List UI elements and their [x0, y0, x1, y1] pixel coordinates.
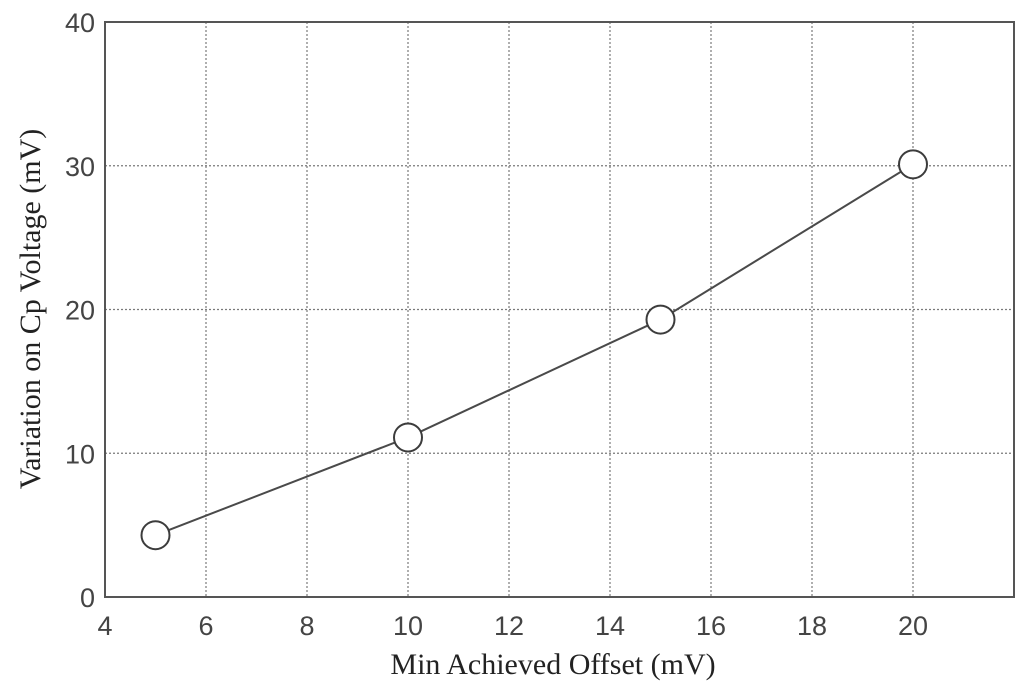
tick-labels: 4 6 8 10 12 14 16 18 20 0 10 20 30 40	[65, 8, 928, 641]
y-axis-title: Variation on Cp Voltage (mV)	[14, 129, 47, 490]
x-tick-label: 14	[595, 611, 625, 641]
y-tick-label: 20	[65, 296, 95, 326]
plot-frame	[104, 21, 1015, 598]
data-point-marker	[393, 422, 423, 453]
series-line	[155, 163, 914, 537]
data-point-marker	[140, 520, 171, 551]
x-tick-label: 4	[97, 611, 112, 641]
x-tick-label: 6	[198, 611, 213, 641]
y-tick-label: 40	[65, 8, 95, 38]
grid	[105, 22, 1014, 597]
x-tick-label: 20	[898, 611, 928, 641]
x-tick-label: 8	[299, 611, 314, 641]
x-tick-label: 12	[494, 611, 524, 641]
data-point-marker	[645, 304, 676, 335]
series	[140, 149, 928, 551]
x-tick-label: 18	[797, 611, 827, 641]
data-point-marker	[898, 149, 928, 180]
y-tick-label: 10	[65, 439, 95, 469]
x-axis-title: Min Achieved Offset (mV)	[390, 648, 715, 681]
x-tick-label: 10	[393, 611, 423, 641]
y-tick-label: 0	[80, 583, 95, 613]
y-tick-label: 30	[65, 152, 95, 182]
x-tick-label: 16	[696, 611, 726, 641]
